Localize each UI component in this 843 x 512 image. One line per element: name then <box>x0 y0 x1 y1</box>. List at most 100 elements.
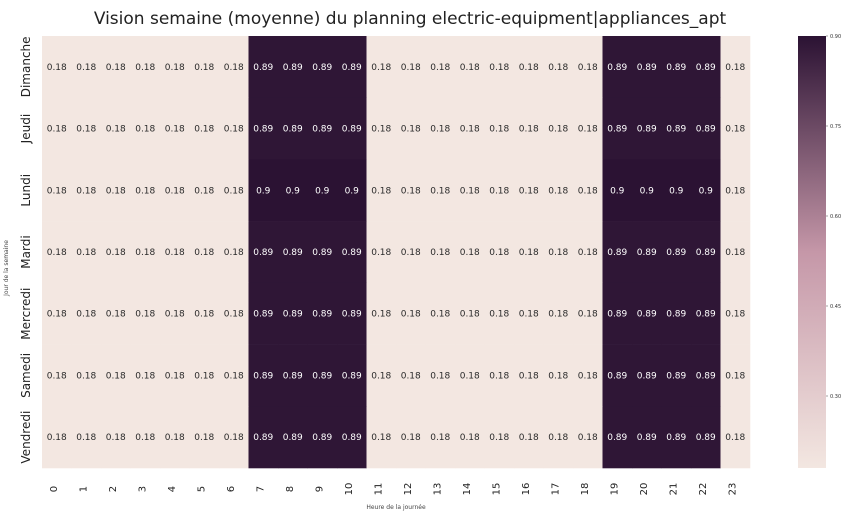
cell-value-label: 0.18 <box>548 371 568 381</box>
cell-value-label: 0.18 <box>430 371 450 381</box>
cell-value-label: 0.18 <box>578 310 598 320</box>
cell-value-label: 0.18 <box>47 186 67 196</box>
heatmap-cell <box>71 159 102 222</box>
colorbar-tick-label: 0.30 <box>830 394 841 400</box>
heatmap-cell <box>366 159 397 222</box>
cell-value-label: 0.18 <box>371 186 391 196</box>
heatmap-cell <box>366 406 397 469</box>
cell-value-label: 0.18 <box>578 248 598 258</box>
cell-value-label: 0.89 <box>253 125 273 135</box>
heatmap-cell <box>425 36 456 99</box>
heatmap-cell <box>573 97 603 160</box>
heatmap-cell <box>307 159 338 222</box>
heatmap-cell <box>307 221 338 284</box>
cell-value-label: 0.18 <box>194 248 214 258</box>
cell-value-label: 0.18 <box>430 248 450 258</box>
heatmap-cell <box>602 221 633 284</box>
x-tick-label: 21 <box>668 483 679 496</box>
x-tick-label: 15 <box>491 483 502 496</box>
heatmap-cell <box>71 36 102 99</box>
cell-value-label: 0.89 <box>283 433 303 443</box>
cell-value-label: 0.89 <box>637 63 657 73</box>
heatmap-cell <box>425 159 456 222</box>
cell-value-label: 0.89 <box>312 63 332 73</box>
cell-value-label: 0.18 <box>76 186 96 196</box>
heatmap-cell <box>42 406 72 469</box>
heatmap-cell <box>425 406 456 469</box>
cell-value-label: 0.18 <box>135 310 155 320</box>
cell-value-label: 0.18 <box>489 371 509 381</box>
cell-value-label: 0.18 <box>401 63 421 73</box>
cell-value-label: 0.89 <box>637 248 657 258</box>
heatmap-cell <box>396 344 426 407</box>
heatmap-cell <box>71 221 102 284</box>
heatmap-cell <box>396 97 426 160</box>
heatmap-cell <box>455 344 485 407</box>
cell-value-label: 0.89 <box>666 63 686 73</box>
cell-value-label: 0.18 <box>224 186 244 196</box>
cell-value-label: 0.18 <box>106 310 126 320</box>
heatmap-cell <box>661 159 692 222</box>
heatmap-cell <box>484 221 515 284</box>
cell-value-label: 0.89 <box>637 125 657 135</box>
heatmap-cell <box>160 159 190 222</box>
cell-value-label: 0.9 <box>286 186 301 196</box>
heatmap-cell <box>602 344 633 407</box>
x-tick-label: 6 <box>226 486 237 492</box>
x-tick-label: 11 <box>373 483 384 496</box>
cell-value-label: 0.89 <box>253 371 273 381</box>
heatmap-cell <box>248 406 279 469</box>
heatmap-cell <box>278 282 308 345</box>
cell-value-label: 0.18 <box>371 310 391 320</box>
cell-value-label: 0.89 <box>312 433 332 443</box>
cell-value-label: 0.18 <box>224 371 244 381</box>
heatmap-cell <box>219 36 249 99</box>
heatmap-cell <box>189 159 220 222</box>
heatmap-cell <box>396 221 426 284</box>
cell-value-label: 0.89 <box>607 248 627 258</box>
heatmap-cell <box>425 344 456 407</box>
heatmap-cell <box>219 97 249 160</box>
cell-value-label: 0.18 <box>135 371 155 381</box>
heatmap-cell <box>101 36 131 99</box>
heatmap-cell <box>130 406 161 469</box>
heatmap-cell <box>573 36 603 99</box>
cell-value-label: 0.18 <box>578 371 598 381</box>
cell-value-label: 0.89 <box>253 248 273 258</box>
heatmap-cell <box>278 344 308 407</box>
heatmap-cell <box>337 282 367 345</box>
cell-value-label: 0.18 <box>460 371 480 381</box>
heatmap-cell <box>366 282 397 345</box>
heatmap-cell <box>632 344 662 407</box>
cell-value-label: 0.89 <box>666 371 686 381</box>
heatmap-cell <box>160 406 190 469</box>
x-tick-label: 17 <box>550 483 561 496</box>
heatmap-cell <box>691 159 721 222</box>
cell-value-label: 0.18 <box>224 433 244 443</box>
cell-value-label: 0.89 <box>283 63 303 73</box>
heatmap-cell <box>455 36 485 99</box>
cell-value-label: 0.18 <box>165 248 185 258</box>
cell-value-label: 0.89 <box>666 433 686 443</box>
cell-value-label: 0.18 <box>548 63 568 73</box>
heatmap-cell <box>514 97 544 160</box>
x-tick-label: 14 <box>462 483 473 496</box>
cell-value-label: 0.18 <box>106 125 126 135</box>
cell-value-label: 0.18 <box>401 371 421 381</box>
cell-value-label: 0.89 <box>312 248 332 258</box>
heatmap-cell <box>661 406 692 469</box>
cell-value-label: 0.89 <box>696 310 716 320</box>
cell-value-label: 0.89 <box>607 125 627 135</box>
cell-value-label: 0.18 <box>47 371 67 381</box>
heatmap-cell <box>573 344 603 407</box>
heatmap-cell <box>307 97 338 160</box>
cell-value-label: 0.89 <box>312 125 332 135</box>
heatmap-cell <box>543 406 574 469</box>
cell-value-label: 0.18 <box>725 433 745 443</box>
heatmap-cell <box>425 221 456 284</box>
heatmap-cell <box>130 344 161 407</box>
heatmap-cell <box>720 36 751 99</box>
heatmap-cell <box>42 159 72 222</box>
colorbar: 0.30 0.45 0.60 0.75 0.90 <box>798 34 841 468</box>
cell-value-label: 0.89 <box>666 310 686 320</box>
